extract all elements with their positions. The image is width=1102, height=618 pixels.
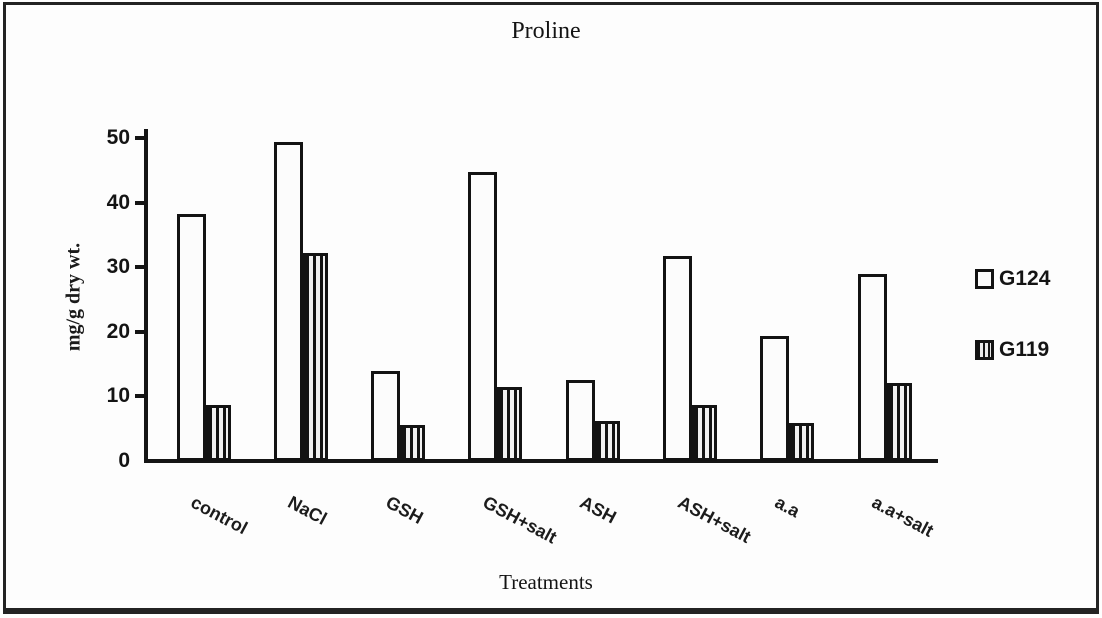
y-tick-mark-10 bbox=[135, 394, 144, 399]
bar-g124-ASH+salt bbox=[663, 256, 692, 461]
y-tick-mark-50 bbox=[135, 136, 144, 140]
bar-g119-control bbox=[206, 405, 231, 461]
bar-g119-GSH bbox=[400, 425, 425, 461]
bar-g124-a.a+salt bbox=[858, 274, 887, 461]
bar-g124-GSH bbox=[371, 371, 400, 461]
x-axis-line bbox=[144, 459, 938, 463]
legend-label-g124: G124 bbox=[999, 267, 1051, 290]
legend-label-g119: G119 bbox=[999, 338, 1050, 361]
y-tick-label-0: 0 bbox=[118, 449, 130, 472]
bar-g124-NaCl bbox=[274, 142, 303, 461]
y-tick-label-20: 20 bbox=[106, 319, 130, 343]
y-axis-line bbox=[144, 129, 148, 463]
legend-item-g119: G119 bbox=[975, 338, 1049, 362]
y-tick-label-30: 30 bbox=[106, 255, 130, 279]
bar-g119-ASH+salt bbox=[692, 405, 717, 461]
y-tick-mark-40 bbox=[135, 200, 144, 205]
bar-g119-GSH+salt bbox=[497, 387, 522, 461]
x-axis-label: Treatments bbox=[499, 570, 593, 594]
legend-item-g124: G124 bbox=[975, 267, 1050, 291]
bar-g124-ASH bbox=[566, 380, 595, 461]
bar-g124-GSH+salt bbox=[468, 172, 497, 461]
bar-g119-a.a bbox=[789, 423, 814, 461]
bar-g119-ASH bbox=[595, 421, 620, 461]
bar-g119-NaCl bbox=[303, 253, 328, 461]
legend-swatch-g124-icon bbox=[975, 269, 994, 289]
bar-g119-a.a+salt bbox=[887, 383, 912, 461]
legend-swatch-g119-icon bbox=[975, 340, 994, 360]
y-tick-label-10: 10 bbox=[106, 384, 130, 408]
y-tick-label-40: 40 bbox=[106, 190, 130, 214]
chart-title: Proline bbox=[511, 18, 581, 44]
y-tick-mark-30 bbox=[135, 265, 144, 270]
bar-g124-a.a bbox=[760, 336, 789, 461]
y-tick-label-50: 50 bbox=[106, 126, 130, 149]
y-tick-mark-20 bbox=[135, 329, 144, 334]
bar-g124-control bbox=[177, 214, 206, 461]
y-axis-label: mg/g dry wt. bbox=[62, 242, 85, 352]
